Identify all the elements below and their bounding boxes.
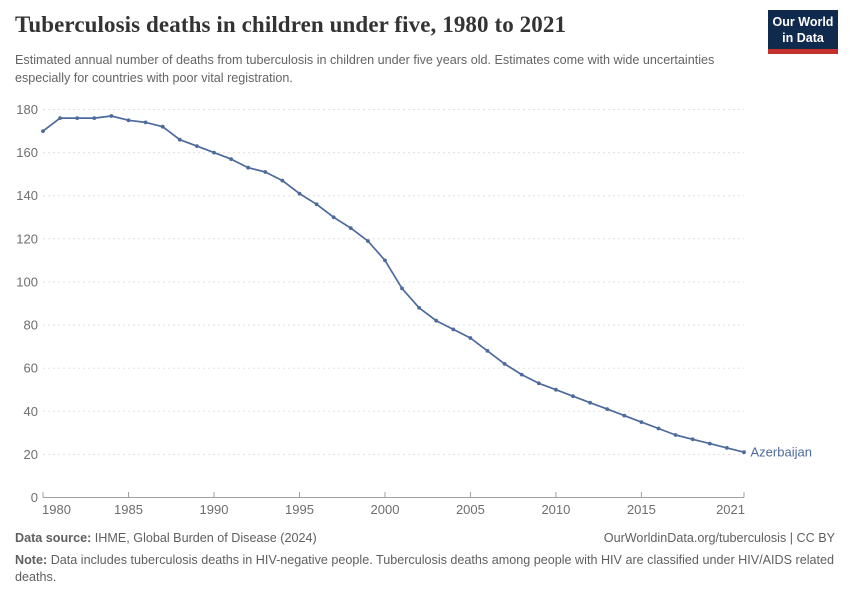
note-row: Note: Data includes tuberculosis deaths … bbox=[15, 552, 835, 586]
data-point[interactable] bbox=[314, 202, 319, 207]
data-point[interactable] bbox=[280, 178, 285, 183]
x-tick-label: 1990 bbox=[200, 502, 229, 517]
data-point[interactable] bbox=[109, 114, 114, 118]
y-tick-label: 80 bbox=[24, 318, 38, 333]
y-tick-label: 180 bbox=[16, 102, 38, 117]
data-source[interactable]: Data source: IHME, Global Burden of Dise… bbox=[15, 530, 317, 547]
data-source-label: Data source: bbox=[15, 531, 92, 545]
line-chart-svg: 0 20 40 60 80 100 120 140 160 180 1980 1985 1990 1995… bbox=[16, 102, 812, 517]
data-point[interactable] bbox=[742, 450, 746, 455]
data-point[interactable] bbox=[656, 426, 661, 431]
x-tick-label: 1995 bbox=[285, 502, 314, 517]
data-point[interactable] bbox=[297, 191, 302, 196]
y-tick-label: 160 bbox=[16, 145, 38, 160]
x-tick-label: 2005 bbox=[456, 502, 485, 517]
rights-link[interactable]: OurWorldinData.org/tuberculosis | CC BY bbox=[603, 531, 835, 545]
data-point[interactable] bbox=[126, 118, 131, 123]
data-point[interactable] bbox=[41, 129, 45, 134]
data-source-value[interactable]: IHME, Global Burden of Disease (2024) bbox=[94, 531, 317, 545]
data-point[interactable] bbox=[143, 120, 148, 125]
y-tick-label: 60 bbox=[24, 361, 38, 376]
x-tick-label: 2021 bbox=[716, 502, 745, 517]
data-point[interactable] bbox=[366, 239, 370, 243]
data-point[interactable] bbox=[58, 116, 62, 120]
note-value: Data includes tuberculosis deaths in HIV… bbox=[15, 553, 835, 584]
chart-title: Tuberculosis deaths in children under fi… bbox=[15, 12, 567, 37]
data-point[interactable] bbox=[348, 226, 353, 231]
data-point[interactable] bbox=[622, 413, 627, 418]
data-source-row: Data source: IHME, Global Burden of Dise… bbox=[15, 530, 835, 547]
data-point[interactable] bbox=[468, 336, 473, 340]
data-point[interactable] bbox=[229, 157, 234, 162]
x-tick-label: 2015 bbox=[627, 502, 656, 517]
data-point[interactable] bbox=[588, 400, 592, 405]
data-point[interactable] bbox=[331, 215, 336, 220]
data-point[interactable] bbox=[246, 165, 251, 170]
x-tick-label: 2000 bbox=[371, 502, 400, 517]
data-point[interactable] bbox=[75, 116, 80, 120]
x-tick-label: 1985 bbox=[114, 502, 143, 517]
data-point[interactable] bbox=[160, 124, 165, 129]
data-point[interactable] bbox=[725, 446, 729, 450]
data-point[interactable] bbox=[690, 437, 695, 442]
data-point[interactable] bbox=[605, 407, 610, 411]
data-point[interactable] bbox=[707, 441, 712, 446]
owid-logo[interactable]: Our World in Data bbox=[768, 10, 838, 54]
data-point[interactable] bbox=[400, 286, 404, 291]
y-tick-label: 100 bbox=[16, 274, 38, 289]
data-point[interactable] bbox=[639, 420, 644, 424]
owid-logo-line1: Our World bbox=[772, 15, 834, 29]
y-tick-label: 20 bbox=[24, 447, 38, 462]
data-point[interactable] bbox=[195, 144, 199, 149]
entity-label[interactable]: Azerbaijan bbox=[751, 445, 812, 460]
data-point[interactable] bbox=[536, 381, 541, 386]
data-point[interactable] bbox=[92, 116, 97, 120]
chart-subtitle: Estimated annual number of deaths from t… bbox=[15, 53, 715, 85]
x-tick-label: 1980 bbox=[42, 502, 71, 517]
data-point[interactable] bbox=[263, 170, 268, 174]
data-point[interactable] bbox=[519, 372, 524, 377]
data-point[interactable] bbox=[434, 318, 439, 323]
data-point[interactable] bbox=[673, 433, 678, 437]
series-line[interactable] bbox=[42, 115, 745, 454]
data-point[interactable] bbox=[383, 258, 387, 263]
data-point[interactable] bbox=[451, 327, 456, 332]
data-point[interactable] bbox=[417, 305, 421, 310]
chart-footer: Data source: IHME, Global Burden of Dise… bbox=[15, 530, 835, 586]
owid-logo-line2: in Data bbox=[782, 31, 824, 45]
y-tick-label: 140 bbox=[16, 188, 38, 203]
note-label: Note: bbox=[15, 553, 48, 567]
y-tick-label: 40 bbox=[24, 404, 38, 419]
y-tick-label: 0 bbox=[31, 490, 38, 505]
x-tick-label: 2010 bbox=[541, 502, 570, 517]
data-point[interactable] bbox=[177, 137, 182, 142]
data-point[interactable] bbox=[502, 362, 507, 366]
y-tick-label: 120 bbox=[16, 231, 38, 246]
data-point[interactable] bbox=[485, 349, 490, 353]
data-point[interactable] bbox=[571, 394, 575, 399]
data-point[interactable] bbox=[212, 150, 216, 155]
data-point[interactable] bbox=[554, 387, 558, 392]
